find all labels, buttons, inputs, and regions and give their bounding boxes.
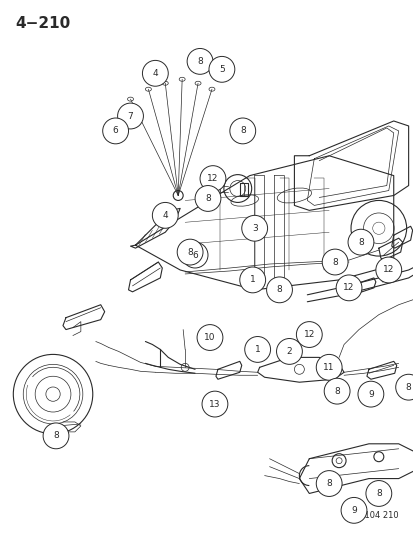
Text: 6: 6: [192, 251, 197, 260]
Text: 9: 9: [350, 506, 356, 515]
Text: 8: 8: [405, 383, 411, 392]
Circle shape: [296, 321, 321, 348]
Text: 12: 12: [207, 174, 218, 183]
Circle shape: [182, 242, 207, 268]
Circle shape: [187, 49, 212, 74]
Text: 5: 5: [218, 65, 224, 74]
Text: 94104 210: 94104 210: [353, 511, 398, 520]
Text: 7: 7: [127, 111, 133, 120]
Circle shape: [241, 215, 267, 241]
Circle shape: [142, 60, 168, 86]
Text: 11: 11: [323, 363, 334, 372]
Text: 8: 8: [53, 431, 59, 440]
Circle shape: [323, 378, 349, 404]
Text: 12: 12: [342, 284, 354, 293]
Text: 10: 10: [204, 333, 215, 342]
Circle shape: [375, 257, 401, 283]
Text: 4: 4: [152, 69, 158, 78]
Text: 4−210: 4−210: [15, 15, 70, 31]
Text: 8: 8: [204, 194, 210, 203]
Text: 2: 2: [286, 347, 292, 356]
Circle shape: [244, 336, 270, 362]
Text: 8: 8: [187, 248, 192, 256]
Circle shape: [117, 103, 143, 129]
Circle shape: [152, 203, 178, 228]
Circle shape: [276, 338, 301, 365]
Text: 8: 8: [325, 479, 331, 488]
Circle shape: [197, 325, 222, 350]
Circle shape: [43, 423, 69, 449]
Text: 8: 8: [375, 489, 381, 498]
Text: 8: 8: [239, 126, 245, 135]
Text: 3: 3: [251, 224, 257, 233]
Circle shape: [316, 354, 341, 380]
Circle shape: [229, 118, 255, 144]
Circle shape: [340, 497, 366, 523]
Text: 1: 1: [254, 345, 260, 354]
Text: 8: 8: [332, 257, 337, 266]
Circle shape: [177, 239, 202, 265]
Text: 8: 8: [197, 57, 202, 66]
Circle shape: [347, 229, 373, 255]
Text: 8: 8: [357, 238, 363, 247]
Circle shape: [195, 185, 221, 212]
Circle shape: [102, 118, 128, 144]
Circle shape: [266, 277, 292, 303]
Text: 1: 1: [249, 276, 255, 285]
Circle shape: [357, 381, 383, 407]
Circle shape: [321, 249, 347, 275]
Text: 8: 8: [333, 386, 339, 395]
Circle shape: [335, 275, 361, 301]
Circle shape: [209, 56, 234, 82]
Text: 13: 13: [209, 400, 220, 409]
Circle shape: [199, 166, 225, 191]
Text: 9: 9: [367, 390, 373, 399]
Circle shape: [365, 481, 391, 506]
Text: 12: 12: [382, 265, 394, 274]
Circle shape: [202, 391, 227, 417]
Text: 12: 12: [303, 330, 314, 339]
Circle shape: [239, 267, 265, 293]
Text: 8: 8: [276, 285, 282, 294]
Text: 6: 6: [112, 126, 118, 135]
Circle shape: [395, 374, 413, 400]
Circle shape: [316, 471, 341, 496]
Text: 4: 4: [162, 211, 168, 220]
